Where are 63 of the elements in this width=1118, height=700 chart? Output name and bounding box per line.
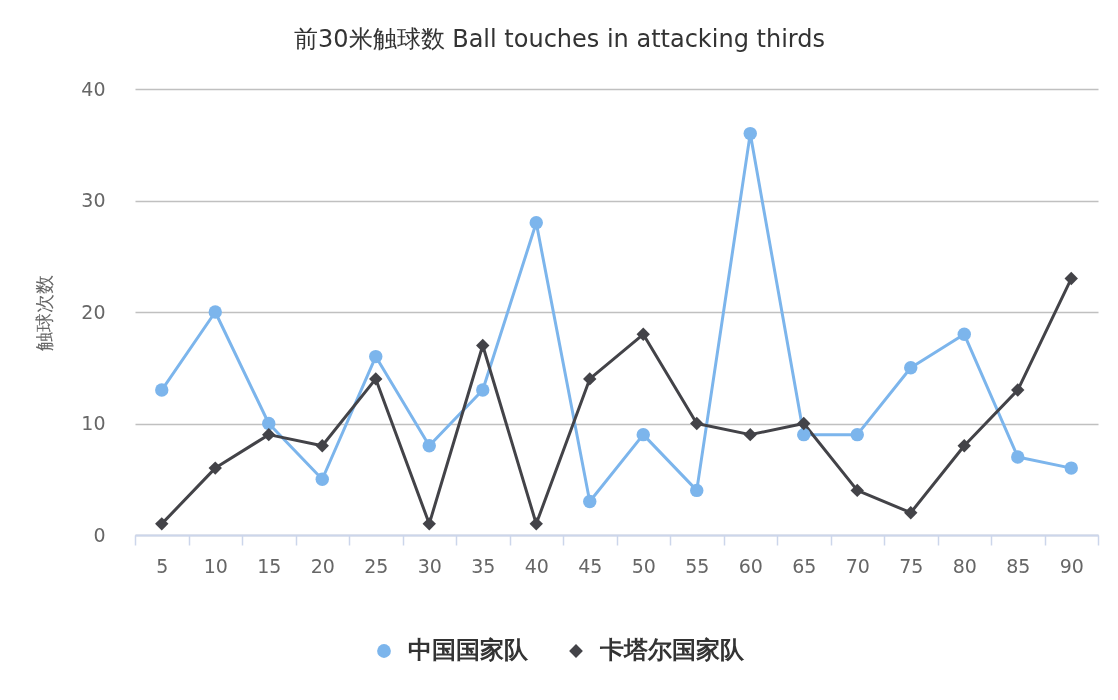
point [1011,450,1025,464]
x-tick-label: 60 [738,554,763,577]
x-tick-label: 5 [156,554,169,577]
point [369,372,383,386]
point [262,427,276,442]
point [155,383,169,397]
x-tick-label: 75 [899,554,924,577]
y-tick-label: 0 [93,523,106,546]
point [797,427,811,442]
point [155,517,169,531]
x-tick-label: 50 [631,554,656,577]
x-tick-label: 65 [792,554,817,577]
y-tick-label: 40 [81,77,106,100]
point [208,461,222,475]
x-tick-label: 20 [310,554,335,577]
point [690,483,704,498]
point [850,483,864,498]
point [422,439,436,453]
point [583,494,597,509]
point [1064,271,1078,286]
point [315,472,329,486]
point [208,305,222,319]
point [369,349,383,364]
x-tick-label: 15 [257,554,282,577]
x-tick-label: 85 [1006,554,1031,577]
point [1011,383,1025,397]
point [797,416,811,431]
point [690,416,704,431]
point [315,439,329,453]
y-tick-label: 10 [81,412,106,434]
y-tick-label: 30 [81,189,106,211]
point [957,327,971,341]
point [904,361,918,375]
point [743,126,757,141]
point [529,517,543,531]
point [262,416,276,431]
point [1064,461,1078,475]
x-tick-label: 40 [524,554,549,577]
x-tick-label: 70 [845,554,870,577]
x-tick-label: 35 [471,554,496,577]
legend-label: 中国国家队 [408,636,529,664]
point [476,338,490,353]
x-tick-label: 30 [417,554,442,577]
x-tick-label: 45 [578,554,603,577]
x-tick-label: 80 [952,554,977,577]
point [636,327,650,342]
x-tick-label: 10 [203,554,228,577]
point [904,505,918,520]
x-tick-label: 90 [1059,554,1084,577]
point [583,372,597,386]
x-tick-label: 25 [364,554,389,577]
x-tick-label: 55 [685,554,710,577]
y-tick-label: 20 [81,300,106,323]
y-axis-title: 触球次数 [33,274,56,351]
legend-label: 卡塔尔国家队 [599,636,745,664]
point [850,427,864,442]
point [743,427,757,442]
point [476,383,490,397]
chart-title: 前30米触球数 Ball touches in attacking thirds [294,25,825,53]
point [636,427,650,442]
point [529,216,543,230]
point [422,517,436,531]
point [957,439,971,453]
